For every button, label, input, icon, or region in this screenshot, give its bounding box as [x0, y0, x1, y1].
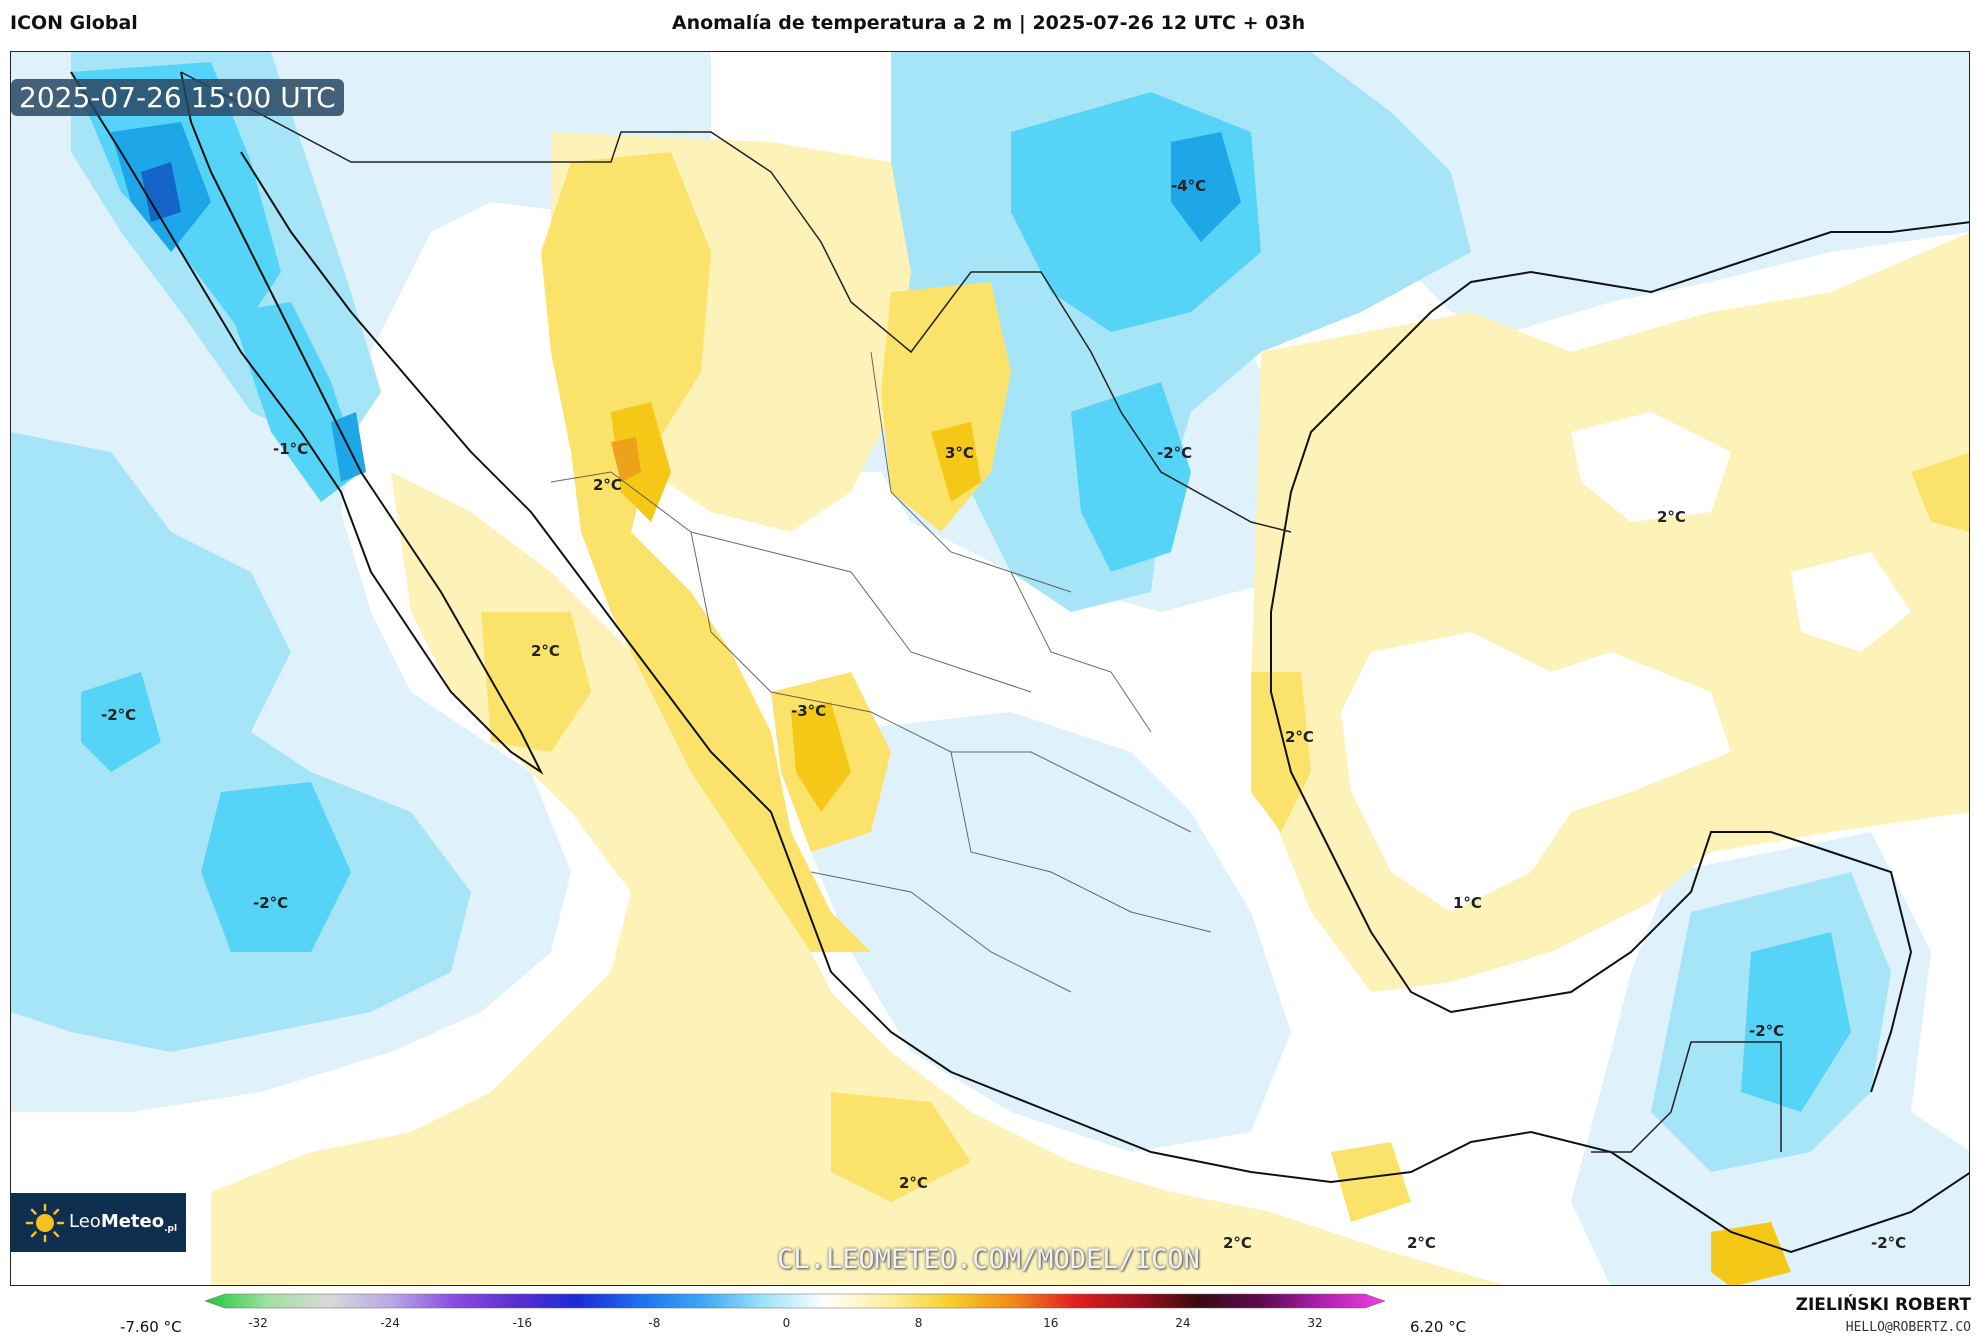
sun-icon — [25, 1203, 65, 1242]
contour-label: -3°C — [791, 702, 826, 720]
contour-label: -2°C — [1157, 444, 1192, 462]
temperature-anomaly-map[interactable]: -4°C -1°C 2°C 3°C -2°C 2°C 2°C -2°C -3°C… — [11, 52, 1970, 1286]
contour-label: -2°C — [253, 894, 288, 912]
color-legend: -7.60 °C -32 -24 -16 -8 0 8 16 24 32 6.20 °C — [0, 1286, 1977, 1339]
contour-label: 2°C — [1657, 508, 1686, 526]
contour-label: 2°C — [531, 642, 560, 660]
colorbar-strip — [204, 1293, 1386, 1309]
contour-label: -2°C — [1749, 1022, 1784, 1040]
legend-tick-label: -16 — [512, 1316, 532, 1330]
country-borders — [180, 71, 1782, 1153]
contour-label: -2°C — [1871, 1234, 1906, 1252]
valid-time-badge: 2025-07-26 15:00 UTC — [11, 79, 344, 116]
legend-tick-label: -24 — [380, 1316, 400, 1330]
contour-label: 2°C — [1223, 1234, 1252, 1252]
coastlines — [70, 71, 1969, 1254]
warm-anomaly-mid — [481, 152, 1969, 1202]
contour-label: 2°C — [899, 1174, 928, 1192]
state-borders — [550, 351, 1212, 993]
legend-tick-label: -32 — [248, 1316, 268, 1330]
model-url-watermark: CL.LEOMETEO.COM/MODEL/ICON — [777, 1244, 1200, 1275]
map-area[interactable]: -4°C -1°C 2°C 3°C -2°C 2°C 2°C -2°C -3°C… — [10, 51, 1970, 1286]
legend-tick-label: 16 — [1043, 1316, 1058, 1330]
map-title: Anomalía de temperatura a 2 m | 2025-07-… — [671, 12, 1306, 34]
contour-label: 3°C — [945, 444, 974, 462]
contour-label: 1°C — [1453, 894, 1482, 912]
legend-max-value: 6.20 °C — [1410, 1318, 1467, 1336]
model-name: ICON Global — [10, 12, 138, 34]
contour-label: -2°C — [101, 706, 136, 724]
contour-label: 2°C — [1407, 1234, 1436, 1252]
contour-label: -1°C — [273, 440, 308, 458]
contour-labels: -4°C -1°C 2°C 3°C -2°C 2°C 2°C -2°C -3°C… — [101, 177, 1906, 1252]
legend-tick-label: 24 — [1175, 1316, 1190, 1330]
logo-tld: .pl — [164, 1224, 178, 1234]
logo-text: LeoMeteo.pl — [69, 1211, 177, 1234]
author-email[interactable]: HELLO@ROBERTZ.CO — [1845, 1320, 1971, 1335]
cold-anomaly-core — [111, 122, 1241, 482]
warm-anomaly-core — [611, 402, 1791, 1285]
contour-label: 2°C — [1285, 728, 1314, 746]
author-name: ZIELIŃSKI ROBERT — [1795, 1295, 1971, 1315]
neutral-islands — [1341, 412, 1911, 912]
legend-tick-label: 8 — [915, 1316, 923, 1330]
contour-label: 2°C — [593, 476, 622, 494]
legend-tick-label: -8 — [648, 1316, 660, 1330]
legend-tick-label: 0 — [783, 1316, 791, 1330]
header: ICON Global Anomalía de temperatura a 2 … — [0, 0, 1977, 48]
logo-brand: Leo — [69, 1211, 101, 1232]
legend-tick-label: 32 — [1307, 1316, 1322, 1330]
leometeo-logo[interactable]: LeoMeteo.pl — [11, 1193, 186, 1252]
logo-brand-bold: Meteo — [100, 1211, 165, 1232]
legend-ticks: -32 -24 -16 -8 0 8 16 24 32 — [248, 1316, 1322, 1330]
legend-min-value: -7.60 °C — [120, 1318, 182, 1336]
legend-colorbar: -32 -24 -16 -8 0 8 16 24 32 — [204, 1293, 1386, 1330]
contour-label: -4°C — [1171, 177, 1206, 195]
